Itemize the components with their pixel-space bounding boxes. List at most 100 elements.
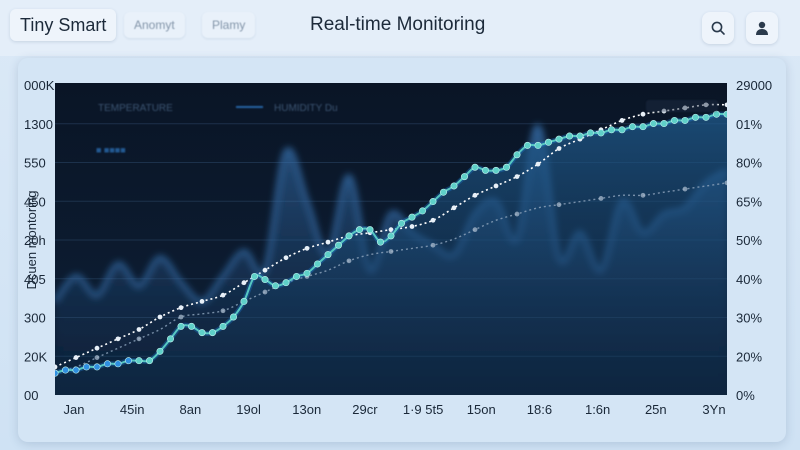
user-button[interactable] [746, 12, 778, 44]
x-tick-label: 3Yn [702, 402, 725, 417]
white-series-point [472, 192, 478, 198]
teal-series-point [628, 123, 636, 131]
teal-series-point [156, 347, 164, 355]
nav-tab-2[interactable]: Plamy [202, 12, 256, 38]
teal-series-point [523, 141, 531, 149]
grey-series-point [724, 180, 727, 186]
teal-series-point [607, 126, 615, 134]
teal-series-point [209, 329, 217, 337]
teal-series-point [303, 269, 311, 277]
teal-series-point [125, 357, 133, 365]
brand-logo[interactable]: Tiny Smart [10, 9, 117, 41]
legend-blurred-text: ■ ■■■■ [96, 145, 126, 155]
grey-series-point [514, 211, 520, 217]
grey-series-point [640, 192, 646, 198]
teal-series-point [261, 276, 269, 284]
teal-series-point [61, 366, 69, 374]
search-button[interactable] [702, 12, 734, 44]
y-left-tick-label: 405 [24, 272, 46, 287]
teal-series-point [702, 113, 710, 121]
x-tick-label: Jan [64, 402, 85, 417]
y-right-tick-label: 20% [736, 349, 762, 364]
teal-series-point [387, 232, 395, 240]
white-series-point [115, 336, 121, 342]
teal-series-area [55, 113, 727, 395]
teal-series-point [723, 110, 727, 118]
teal-series-point [691, 113, 699, 121]
y-right-tick-label: 29000 [736, 78, 772, 93]
grey-series-point [682, 186, 688, 192]
white-series-point [199, 299, 205, 304]
search-icon [711, 21, 725, 35]
y-right-tick-label: 40% [736, 272, 762, 287]
teal-series-point [230, 313, 238, 321]
teal-series-point [670, 116, 678, 124]
teal-series-point [313, 260, 321, 268]
teal-series-point [586, 129, 594, 137]
teal-series-point [681, 116, 689, 124]
x-tick-label: 1:6n [585, 402, 610, 417]
x-tick-label: 15on [467, 402, 496, 417]
teal-series-point [251, 272, 259, 280]
grey-series-line [55, 182, 727, 374]
teal-series-point [376, 238, 384, 246]
y-right-tick-label: 0% [736, 388, 755, 403]
teal-series-point [334, 241, 342, 249]
grey-series-point [430, 242, 436, 248]
white-series-point [178, 305, 184, 311]
grey-series-point [220, 308, 226, 314]
grey-series-point [136, 336, 142, 342]
teal-series-point [439, 188, 447, 196]
teal-series-point [146, 357, 154, 365]
x-tick-label: 18:6 [527, 402, 552, 417]
grey-series-point [346, 258, 352, 264]
grey-series-point [178, 314, 184, 320]
x-tick-label: 25n [645, 402, 667, 417]
y-right-tick-label: 80% [736, 156, 762, 171]
grey-series-point [472, 227, 478, 233]
white-series-point [535, 161, 541, 167]
white-series-point [724, 102, 727, 108]
teal-series-point [366, 226, 374, 234]
teal-series-point [167, 335, 175, 343]
teal-series-point [93, 363, 101, 371]
x-tick-label: 45in [120, 402, 145, 417]
teal-series-point [55, 369, 59, 377]
teal-series-point [397, 219, 405, 227]
y-left-tick-label: 1300 [24, 117, 53, 132]
white-series-point [388, 227, 394, 233]
grey-series-point [598, 196, 604, 201]
x-tick-label: 19ol [236, 402, 261, 417]
white-series-point [325, 239, 331, 245]
x-tick-label: 8an [180, 402, 202, 417]
grey-series-point [388, 249, 394, 254]
x-tick-label: 1·9 5t5 [403, 402, 443, 417]
white-series-point [640, 111, 646, 117]
teal-series-point [198, 329, 206, 337]
y-axis-label: Dcuen montoring [24, 191, 39, 290]
teal-series-point [104, 360, 112, 368]
page-title: Real-time Monitoring [310, 14, 486, 35]
teal-series-point [240, 297, 248, 305]
teal-series-point [83, 363, 91, 371]
white-series-point [556, 146, 562, 151]
teal-series-point [219, 322, 227, 330]
teal-series-point [177, 322, 185, 330]
y-left-tick-label: 00 [24, 388, 38, 403]
y-left-tick-label: 20K [24, 349, 47, 364]
teal-series-point [471, 163, 479, 171]
teal-series-point [544, 138, 552, 146]
x-tick-label: 13on [292, 402, 321, 417]
x-tick-label: 29cr [352, 402, 378, 417]
teal-series-point [660, 120, 668, 128]
teal-series-point [324, 251, 332, 259]
teal-series-point [429, 198, 437, 206]
grey-series-point [262, 289, 268, 295]
teal-series-point [492, 166, 500, 174]
teal-series-point [355, 226, 363, 234]
white-series-point [304, 245, 310, 251]
nav-tab-1[interactable]: Anomyt [124, 12, 185, 38]
teal-series-point [292, 272, 300, 280]
teal-series-point [282, 279, 290, 287]
top-bar: Tiny Smart Anomyt Plamy Real-time Monito… [0, 0, 800, 56]
